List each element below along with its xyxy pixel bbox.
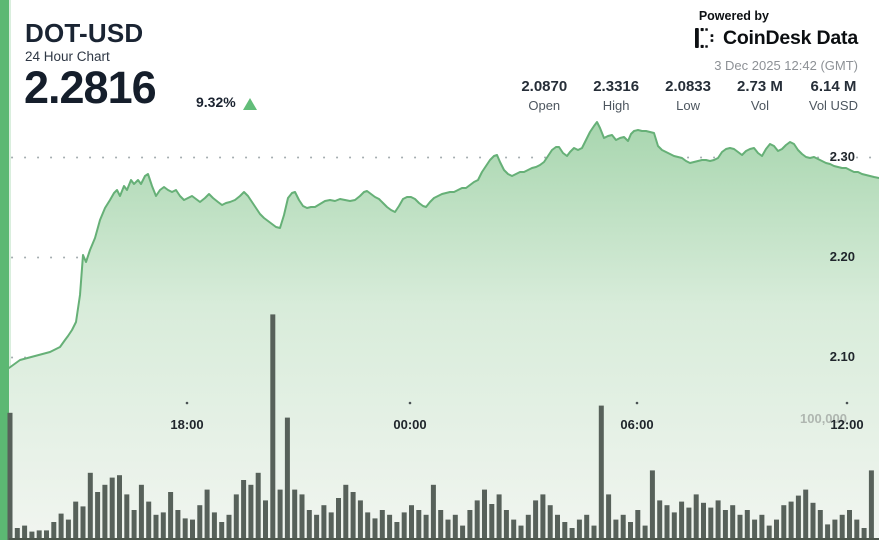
stat-vol-usd: 6.14 M Vol USD: [809, 78, 858, 113]
brand-row[interactable]: CoinDesk Data: [693, 26, 858, 50]
price-gridline-label: 2.30: [829, 149, 855, 164]
stat-label: Vol: [750, 98, 769, 113]
volume-gridline-label: 100,000: [800, 411, 847, 426]
stat-value: 2.3316: [593, 78, 640, 95]
time-label: 12:00: [830, 417, 864, 432]
stat-low: 2.0833 Low: [665, 78, 711, 113]
stat-label: Open: [528, 98, 561, 113]
chart-subtitle: 24 Hour Chart: [25, 49, 110, 64]
volume-bars: [7, 314, 874, 540]
stat-value: 6.14 M: [810, 78, 857, 95]
x-axis-tick-dots: [185, 401, 849, 405]
coindesk-logo-icon: [694, 28, 714, 48]
current-price: 2.2816: [24, 62, 157, 113]
change-up-triangle-icon: [243, 98, 257, 110]
powered-by-label: Powered by: [698, 9, 769, 23]
brand-name: CoinDesk Data: [722, 26, 858, 49]
stat-high: 2.3316 High: [593, 78, 639, 113]
stat-open: 2.0870 Open: [521, 78, 567, 113]
price-gridline-label: 2.10: [829, 349, 855, 364]
stat-value: 2.0833: [665, 78, 711, 95]
price-area: [9, 122, 879, 540]
stat-vol: 2.73 M Vol: [737, 78, 783, 113]
timestamp: 3 Dec 2025 12:42 (GMT): [714, 58, 858, 73]
stats-row: 2.0870 Open 2.3316 High 2.0833 Low 2.73 …: [521, 78, 858, 113]
symbol-title: DOT-USD: [25, 18, 144, 48]
stat-value: 2.0870: [521, 78, 568, 95]
time-label: 18:00: [170, 417, 204, 432]
stat-label: Low: [676, 98, 700, 113]
stat-label: Vol USD: [808, 98, 858, 113]
change-percent: 9.32%: [196, 94, 236, 110]
price-line: [8, 121, 879, 369]
price-gridline-label: 2.20: [829, 249, 855, 264]
accent-bar: [0, 0, 9, 540]
stat-label: High: [602, 98, 630, 113]
time-label: 00:00: [393, 417, 427, 432]
time-label: 06:00: [620, 417, 654, 432]
stat-value: 2.73 M: [737, 78, 783, 95]
accent-bar-fade: [9, 0, 11, 540]
